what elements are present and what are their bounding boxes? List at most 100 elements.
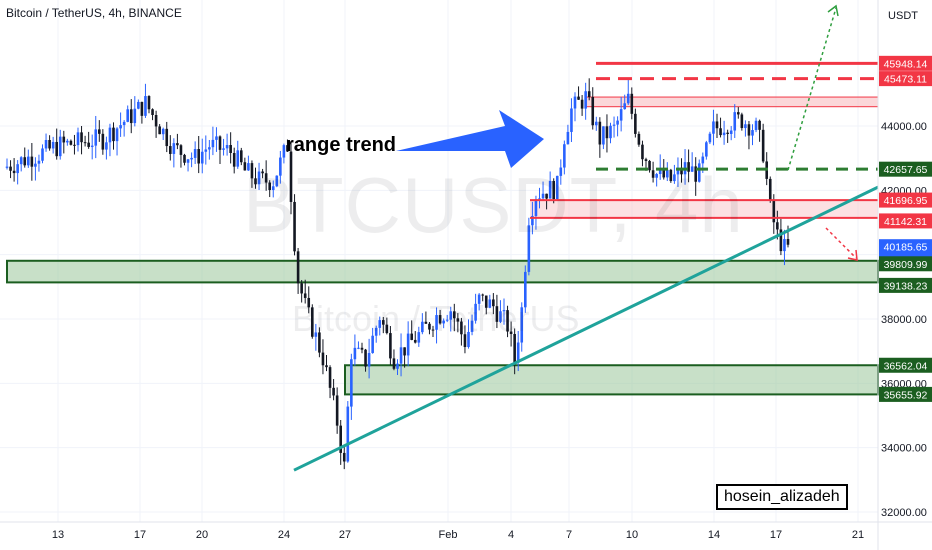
support-zone-lower xyxy=(344,364,879,396)
candle-body xyxy=(261,171,264,174)
candle-body xyxy=(726,132,729,134)
candle-body xyxy=(737,112,740,115)
candle-body xyxy=(268,182,271,191)
candle-body xyxy=(289,151,293,202)
candle-body xyxy=(690,166,694,172)
x-tick-label: 14 xyxy=(708,529,720,541)
candle-body xyxy=(5,166,9,168)
candle-body xyxy=(506,310,509,332)
candle-body xyxy=(701,156,705,164)
candle-body xyxy=(513,333,516,363)
candle-body xyxy=(225,145,229,149)
candle-body xyxy=(712,121,715,134)
candle-body xyxy=(271,186,275,191)
candle-body xyxy=(673,174,676,182)
candle-body xyxy=(179,145,183,155)
candle-body xyxy=(98,129,101,134)
candle-body xyxy=(612,124,616,126)
candle-body xyxy=(502,310,506,312)
candle-body xyxy=(108,127,112,143)
candle-body xyxy=(169,146,172,154)
candle-body xyxy=(747,124,751,136)
price-label-text: 36562.04 xyxy=(884,360,928,372)
candle-body xyxy=(147,96,151,110)
range-arrow xyxy=(396,110,544,168)
candle-body xyxy=(474,303,477,321)
price-zones xyxy=(6,96,879,396)
candle-body xyxy=(531,215,534,226)
candle-body xyxy=(385,324,389,334)
candle-body xyxy=(211,139,215,148)
candle-body xyxy=(548,180,552,199)
candle-body xyxy=(158,126,161,135)
price-label-text: 42657.65 xyxy=(884,164,928,176)
candlesticks xyxy=(5,78,790,470)
candle-body xyxy=(335,395,339,426)
x-tick-label: 4 xyxy=(508,529,514,541)
candle-body xyxy=(761,129,765,162)
price-label-text: 45473.11 xyxy=(884,74,927,86)
candle-body xyxy=(222,148,225,150)
x-tick-label: 17 xyxy=(134,529,146,541)
candle-body xyxy=(577,96,580,100)
candle-body xyxy=(470,320,474,332)
candle-body xyxy=(428,323,431,330)
candle-body xyxy=(73,144,76,146)
candle-body xyxy=(396,363,399,369)
candle-body xyxy=(133,108,137,124)
candle-body xyxy=(314,332,318,337)
candle-body xyxy=(87,142,90,147)
candle-body xyxy=(200,151,204,164)
candle-body xyxy=(566,131,570,145)
candle-body xyxy=(602,126,605,145)
candle-body xyxy=(616,120,619,125)
candle-body xyxy=(55,141,58,157)
candle-body xyxy=(467,331,470,348)
candle-body xyxy=(254,178,257,185)
candle-body xyxy=(637,133,641,145)
annotation-label: range trend xyxy=(286,134,397,156)
price-label-text: 45948.14 xyxy=(884,58,928,70)
watermark-main: BTCUSDT, 4h xyxy=(243,161,744,249)
candle-body xyxy=(410,333,413,340)
candle-body xyxy=(193,149,197,158)
candle-body xyxy=(563,144,566,168)
candle-body xyxy=(19,157,23,165)
candle-body xyxy=(651,170,655,178)
candle-body xyxy=(339,425,342,453)
y-tick-label: 32000.00 xyxy=(881,507,927,519)
candle-body xyxy=(587,91,591,97)
candle-body xyxy=(264,173,268,183)
candle-body xyxy=(129,109,133,124)
candle-body xyxy=(367,353,371,367)
candle-body xyxy=(389,333,392,359)
x-tick-label: 21 xyxy=(852,529,864,541)
candle-body xyxy=(30,156,34,167)
candle-body xyxy=(559,167,563,176)
candle-body xyxy=(34,163,37,167)
candle-body xyxy=(250,163,254,179)
y-tick-label: 44000.00 xyxy=(881,121,927,133)
candle-body xyxy=(644,159,648,161)
candle-body xyxy=(729,130,733,134)
candle-body xyxy=(374,327,378,336)
candle-body xyxy=(623,103,626,110)
candle-body xyxy=(758,120,761,130)
candle-body xyxy=(300,283,303,294)
candle-body xyxy=(303,293,307,298)
candle-body xyxy=(328,367,332,388)
candle-body xyxy=(218,136,222,150)
candle-body xyxy=(413,339,417,343)
candle-body xyxy=(346,406,350,462)
candle-body xyxy=(94,129,98,146)
candle-body xyxy=(364,349,367,367)
candle-body xyxy=(456,318,460,322)
candle-body xyxy=(680,167,683,175)
candle-body xyxy=(445,319,449,321)
candle-body xyxy=(215,136,218,140)
candle-body xyxy=(655,174,658,178)
candle-body xyxy=(534,199,538,216)
candle-body xyxy=(527,225,531,272)
